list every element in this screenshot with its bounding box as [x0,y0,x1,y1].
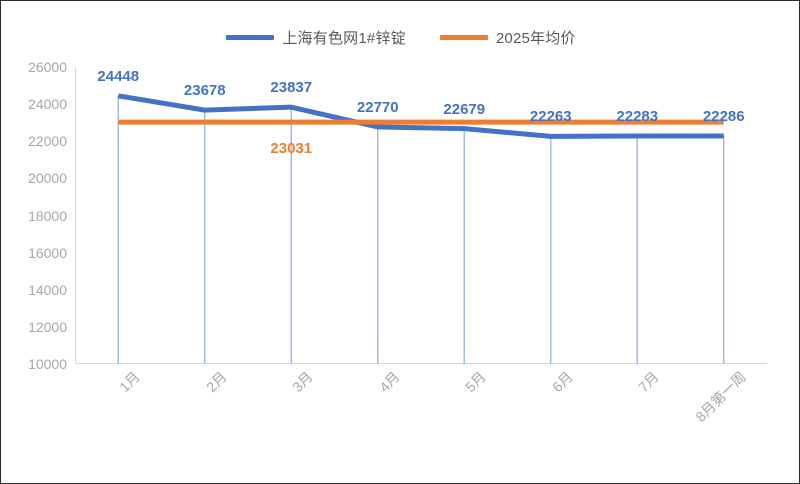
series-plot [117,93,725,364]
legend-item-series-2[interactable]: 2025年均价 [439,27,576,48]
y-axis-labels: 26000 24000 22000 20000 18000 16000 14000 12000… [1,59,69,372]
y-axis-tick-label: 14000 [28,281,67,298]
y-axis-tick-label: 16000 [28,244,67,261]
legend-label-series-2: 2025年均价 [495,30,576,47]
legend-label-series-1: 上海有色网1#锌锭 [282,30,406,47]
chart-legend: 上海有色网1#锌锭 2025年均价 [1,27,800,48]
data-label-series-1: 23837 [270,79,313,97]
y-axis-tick-label: 20000 [28,170,67,187]
data-label-series-1: 24448 [97,67,140,85]
y-axis-tick-label: 26000 [28,59,67,75]
y-axis-tick-label: 18000 [28,207,67,224]
plot-area: 24448 23678 23837 22770 22679 22263 22283 22286… [75,67,767,364]
y-axis-line [75,67,76,364]
y-axis-tick-label: 12000 [28,318,67,335]
legend-item-series-1[interactable]: 上海有色网1#锌锭 [226,27,406,48]
series-line-1[interactable] [117,93,724,139]
legend-swatch-orange-icon [439,35,488,40]
data-label-series-1: 22770 [356,98,399,116]
data-label-series-1: 22263 [529,108,572,126]
data-label-series-1: 22283 [616,107,659,125]
y-axis-tick-label: 10000 [28,356,67,372]
data-label-series-1: 23678 [183,82,226,100]
y-axis-tick-label: 24000 [28,96,67,113]
x-axis-line [75,363,767,364]
data-label-series-1: 22286 [702,107,745,125]
x-axis-labels: 1月 2月 3月 4月 5月 6月 7月 8月第一周 [75,367,767,477]
data-label-series-1: 22679 [443,100,486,118]
legend-swatch-blue-icon [226,35,275,40]
data-label-series-2: 23031 [270,140,313,158]
y-axis-tick-label: 22000 [28,133,67,150]
